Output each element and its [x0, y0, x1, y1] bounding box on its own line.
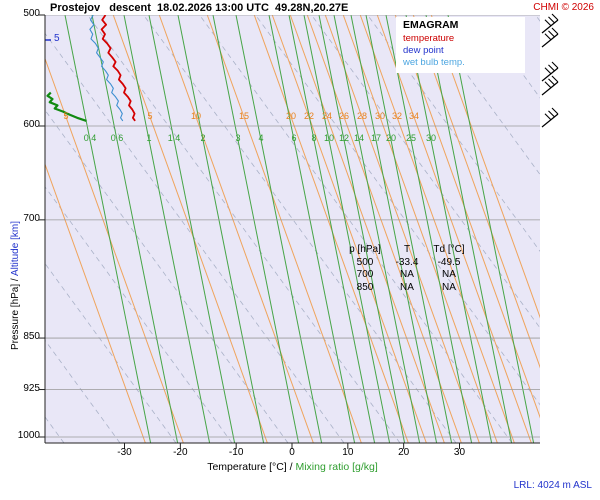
legend-item-dew-point: dew point — [403, 45, 444, 56]
mixing-ratio-label: 1.4 — [167, 133, 181, 143]
table-cell: 500 — [356, 256, 374, 268]
table-cell: -49.5 — [437, 256, 461, 268]
mixing-ratio-label: 25 — [405, 133, 416, 143]
mixing-ratio-axis-label: Mixing ratio [g/kg] — [295, 461, 378, 473]
wind-barb — [541, 75, 559, 96]
temperature-tick-label: 10 — [342, 447, 354, 458]
altitude-5km-label: 5 — [54, 33, 60, 44]
table-row: 850 NA NA — [342, 282, 472, 295]
y-axis-label: Pressure [hPa] / Altitude [km] — [10, 221, 21, 350]
temperature-tick-label: -10 — [228, 447, 244, 458]
moist-adiabat-label: 34 — [408, 111, 419, 121]
legend-items: temperature dew point wet bulb temp. — [403, 33, 521, 69]
mixing-ratio-label: 14 — [353, 133, 364, 143]
wind-barb — [541, 13, 559, 34]
moist-adiabat-label: 32 — [391, 111, 402, 121]
table-cell: NA — [442, 269, 456, 280]
table-cell: NA — [400, 281, 414, 293]
wet-bulb-curve — [89, 15, 124, 122]
table-cell: NA — [442, 281, 456, 293]
pressure-tick-label: 850 — [23, 331, 40, 343]
table-cell: T — [403, 244, 411, 255]
table-cell: NA — [400, 269, 414, 280]
table-cell: 850 — [356, 281, 374, 293]
mixing-ratio-label: 20 — [385, 133, 396, 143]
moist-adiabat-label: 26 — [338, 111, 349, 121]
temperature-tick-label: -30 — [117, 447, 132, 458]
mixing-ratio-label: 4 — [258, 133, 264, 143]
moist-adiabat-label: 5 — [147, 111, 153, 121]
legend: EMAGRAM temperature dew point wet bulb tem… — [396, 17, 525, 73]
mixing-ratio-label: 17 — [370, 133, 381, 143]
temperature-tick-label: 0 — [289, 447, 295, 458]
lrl-note: LRL: 4024 m ASL — [513, 480, 592, 491]
pressure-tick-label: 700 — [23, 212, 40, 224]
moist-adiabat-label: 15 — [238, 111, 249, 121]
legend-item-wet-bulb-temp-: wet bulb temp. — [403, 57, 465, 68]
mixing-ratio-label: 10 — [323, 133, 334, 143]
x-axis-label: Temperature [°C] / Mixing ratio [g/kg] — [45, 461, 540, 473]
page-title: Prostejov descent 18.02.2026 13:00 UTC 4… — [50, 2, 349, 14]
legend-title: EMAGRAM — [403, 19, 459, 31]
moist-adiabat-label: 10 — [190, 111, 201, 121]
wind-barb — [541, 27, 559, 48]
pressure-tick-label: 925 — [23, 382, 40, 394]
moist-adiabat-lines — [45, 15, 540, 443]
mixing-ratio-label: 30 — [425, 133, 436, 143]
moist-adiabat-label: 28 — [356, 111, 367, 121]
table-cell: p [hPa] — [349, 244, 381, 255]
temperature-tick-label: 20 — [398, 447, 410, 458]
temperature-tick-label: -20 — [173, 447, 188, 458]
mixing-ratio-label: 3 — [235, 133, 241, 143]
mixing-ratio-label: 0.6 — [110, 133, 124, 143]
isobar-gridlines — [45, 15, 540, 438]
plot-lines — [45, 15, 540, 443]
moist-adiabat-label: 22 — [303, 111, 314, 121]
copyright-note: CHMI © 2026 — [533, 2, 594, 13]
moist-adiabat-label: 30 — [374, 111, 385, 121]
mixing-ratio-label: 1 — [146, 133, 152, 143]
mixing-ratio-lines — [64, 15, 535, 443]
pressure-tick-label: 600 — [23, 119, 40, 130]
mixing-ratio-label: 8 — [311, 133, 317, 143]
pressure-tick-label: 1000 — [17, 430, 40, 441]
dry-adiabat-lines — [45, 15, 540, 443]
temperature-curve — [100, 15, 136, 122]
table-cell: 700 — [356, 269, 374, 280]
moist-adiabat-label: 24 — [321, 111, 332, 121]
table-cell: -33.4 — [395, 256, 419, 268]
moist-adiabat-label: 20 — [285, 111, 296, 121]
wind-barb — [541, 61, 559, 82]
mixing-ratio-label: 2 — [200, 133, 206, 143]
mixing-ratio-label: 12 — [338, 133, 349, 143]
moist-adiabat-label: 5 — [63, 111, 69, 121]
sounding-table: p [hPa] T Td [°C] 500 -33.4 -49.5 700 NA NA 850 NA… — [342, 244, 472, 294]
wind-barbs — [541, 13, 559, 128]
temperature-axis-label: Temperature [°C] — [207, 461, 287, 473]
table-row: 700 NA NA — [342, 269, 472, 282]
table-row: 500 -33.4 -49.5 — [342, 257, 472, 270]
table-header-row: p [hPa] T Td [°C] — [342, 244, 472, 257]
axis-label-separator: / — [10, 276, 21, 284]
mixing-ratio-label: 0.4 — [83, 133, 97, 143]
wind-barb — [541, 107, 559, 128]
table-cell: Td [°C] — [433, 244, 465, 255]
temperature-tick-label: 30 — [453, 447, 466, 458]
dew-point-curve — [46, 91, 87, 122]
pressure-axis-label: Pressure [hPa] — [10, 283, 21, 350]
mixing-ratio-label: 6 — [291, 133, 297, 143]
altitude-axis-label: Altitude [km] — [10, 221, 21, 277]
pressure-tick-label: 500 — [23, 8, 40, 19]
legend-item-temperature: temperature — [403, 33, 455, 44]
axis-label-separator-2: / — [286, 461, 296, 473]
